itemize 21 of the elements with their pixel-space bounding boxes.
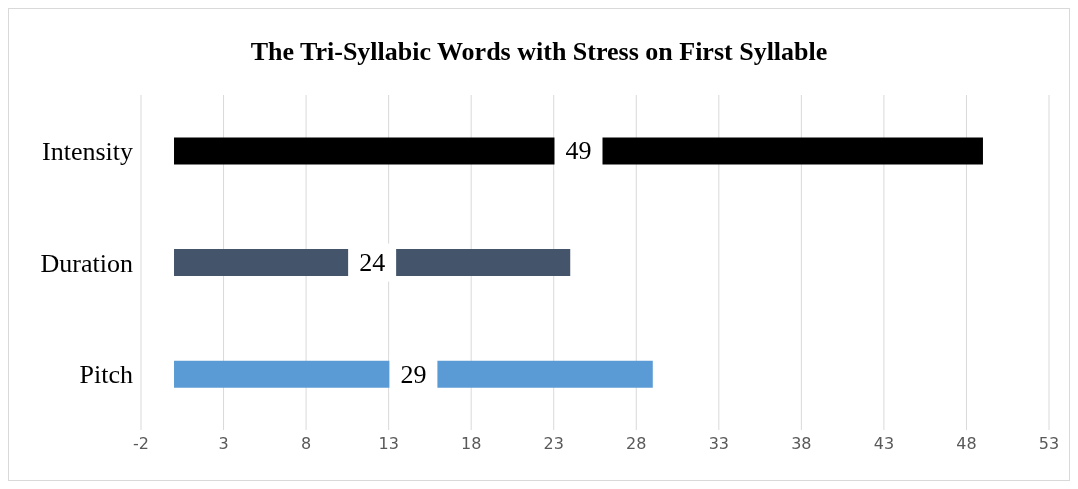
x-tick-label: 3 xyxy=(218,434,229,454)
y-tick-label: Intensity xyxy=(42,137,133,167)
x-tick-label: 43 xyxy=(873,434,895,454)
x-tick-label: -2 xyxy=(133,434,149,454)
data-label: 49 xyxy=(565,136,592,166)
y-tick-label: Duration xyxy=(40,248,133,278)
x-tick-label: 53 xyxy=(1038,434,1060,454)
x-tick-label: 18 xyxy=(461,434,482,454)
x-tick-label: 23 xyxy=(543,434,564,454)
bar xyxy=(174,137,983,165)
y-tick-label: Pitch xyxy=(79,360,133,390)
x-tick-label: 13 xyxy=(378,434,399,454)
bar xyxy=(174,360,653,388)
x-tick-label: 48 xyxy=(956,434,977,454)
x-tick-label: 33 xyxy=(708,434,729,454)
x-tick-label: 28 xyxy=(626,434,647,454)
chart-title: The Tri-Syllabic Words with Stress on First Syllable xyxy=(249,37,829,67)
x-tick-label: 38 xyxy=(791,434,812,454)
data-label: 24 xyxy=(359,248,386,278)
data-label: 29 xyxy=(400,359,427,389)
x-tick-label: 8 xyxy=(301,434,312,454)
